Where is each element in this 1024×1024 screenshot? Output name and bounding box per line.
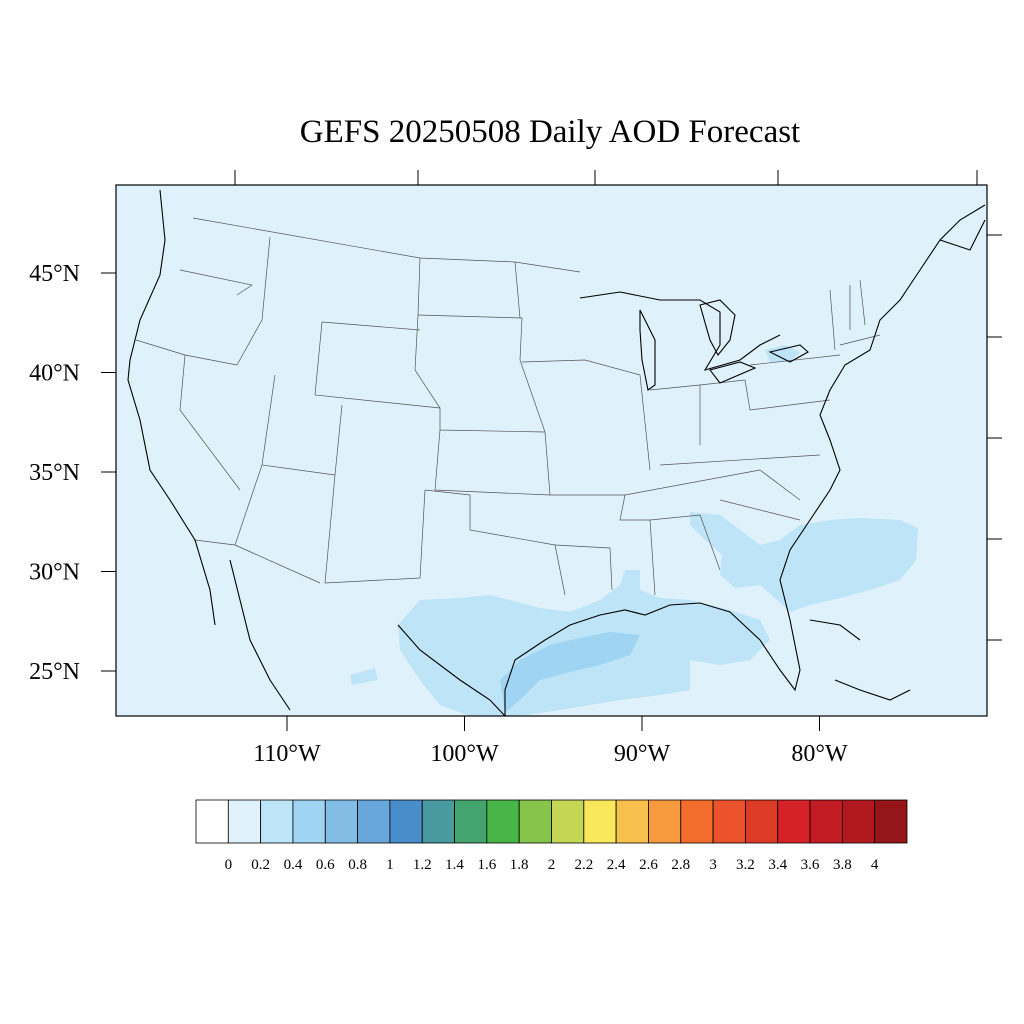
colorbar-label: 1: [386, 857, 394, 873]
aod-region-texas-small: [350, 668, 378, 685]
colorbar-swatch: [421, 799, 455, 844]
colorbar-swatch: [874, 799, 908, 844]
colorbar-label: 3.2: [736, 857, 755, 873]
colorbar-swatch: [292, 799, 326, 844]
lat-tick-label: 40°N: [29, 361, 80, 387]
lon-tick-label: 80°W: [791, 741, 848, 767]
colorbar-swatch: [551, 799, 585, 844]
longitude-axis: 110°W 100°W 90°W 80°W: [253, 716, 848, 767]
colorbar-swatch: [648, 799, 682, 844]
colorbar-swatch: [195, 799, 229, 844]
aod-field: [350, 345, 918, 716]
colorbar-label: 0.2: [251, 857, 270, 873]
lon-tick-label: 90°W: [614, 741, 671, 767]
colorbar: [195, 799, 908, 844]
colorbar-swatch: [680, 799, 714, 844]
colorbar-swatch: [324, 799, 358, 844]
colorbar-swatch: [841, 799, 876, 844]
colorbar-label: 2.2: [574, 857, 593, 873]
lat-tick-label: 45°N: [29, 261, 80, 287]
colorbar-label: 0.6: [316, 857, 335, 873]
colorbar-swatch: [615, 799, 649, 844]
colorbar-label: 2.4: [607, 857, 626, 873]
colorbar-swatch: [809, 799, 843, 844]
colorbar-swatch: [357, 799, 391, 844]
colorbar-label: 0.4: [284, 857, 303, 873]
colorbar-label: 2.6: [639, 857, 658, 873]
colorbar-swatch: [712, 799, 746, 844]
frame-ticks: [234, 170, 1002, 641]
plot-title: GEFS 20250508 Daily AOD Forecast: [300, 114, 800, 150]
colorbar-swatch: [227, 799, 262, 844]
aod-region-southeast: [690, 512, 918, 612]
map-frame: [115, 184, 988, 717]
colorbar-label: 0: [225, 857, 233, 873]
colorbar-swatch: [454, 799, 488, 844]
aod-region-gulf-medium: [500, 632, 640, 712]
colorbar-label: 0.8: [348, 857, 367, 873]
colorbar-label: 3: [709, 857, 717, 873]
colorbar-swatch: [260, 799, 294, 844]
colorbar-swatch: [518, 799, 552, 844]
lon-tick-label: 110°W: [253, 741, 321, 767]
lat-tick-label: 30°N: [29, 560, 80, 586]
state-boundaries: [135, 217, 881, 596]
colorbar-label: 2: [548, 857, 556, 873]
colorbar-swatch: [777, 799, 811, 844]
latitude-axis: 45°N 40°N 35°N 30°N 25°N: [29, 261, 116, 685]
colorbar-label: 1.8: [510, 857, 529, 873]
colorbar-label: 1.6: [477, 857, 496, 873]
colorbar-label: 1.2: [413, 857, 432, 873]
colorbar-swatch: [745, 799, 779, 844]
colorbar-label: 3.6: [801, 857, 820, 873]
colorbar-labels: 0 0.2 0.4 0.6 0.8 1 1.2 1.4 1.6 1.8 2 2.2 2.4 2.6 2.8 3…: [225, 857, 879, 873]
colorbar-swatch: [486, 799, 520, 844]
colorbar-label: 4: [871, 857, 879, 873]
lon-tick-label: 100°W: [430, 741, 499, 767]
colorbar-label: 3.8: [833, 857, 852, 873]
colorbar-swatch: [583, 799, 617, 844]
colorbar-label: 1.4: [445, 857, 464, 873]
colorbar-label: 3.4: [768, 857, 787, 873]
colorbar-label: 2.8: [671, 857, 690, 873]
lat-tick-label: 35°N: [29, 460, 80, 486]
colorbar-swatch: [389, 799, 423, 844]
aod-region-lake-ontario: [765, 345, 800, 362]
lat-tick-label: 25°N: [29, 659, 80, 685]
coastlines: [127, 189, 986, 717]
